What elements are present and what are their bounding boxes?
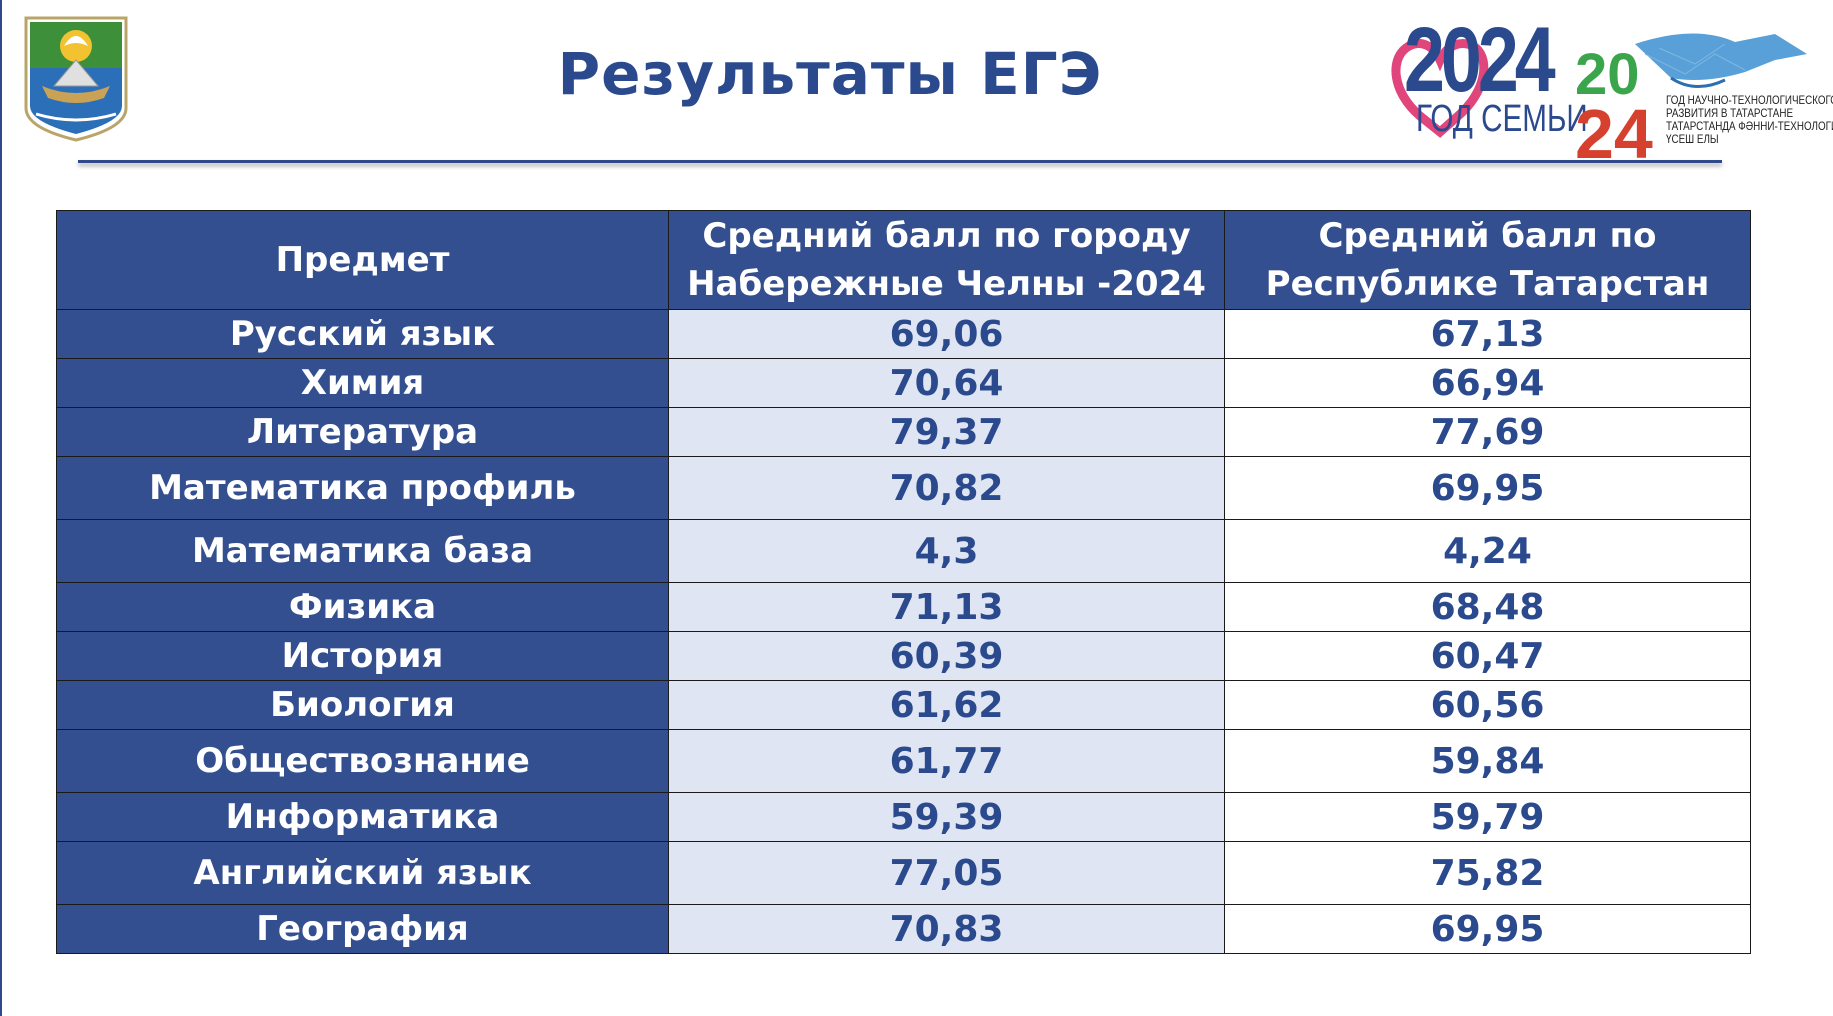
science-logo-line: ТАТАРСТАНДА ФӘННИ-ТЕХНОЛОГИК [1666, 119, 1833, 133]
science-logo-caption: ГОД НАУЧНО-ТЕХНОЛОГИЧЕСКОГО РАЗВИТИЯ В Т… [1666, 94, 1833, 146]
family-logo-caption: ГОД СЕМЬИ [1416, 98, 1588, 140]
table-row: Информатика 59,39 59,79 [56, 792, 1751, 842]
region-score-cell: 60,56 [1224, 680, 1751, 730]
city-score-cell: 61,62 [668, 680, 1225, 730]
region-score-cell: 69,95 [1224, 904, 1751, 954]
region-score-cell: 77,69 [1224, 407, 1751, 457]
region-score-cell: 69,95 [1224, 456, 1751, 520]
table-row: Русский язык 69,06 67,13 [56, 309, 1751, 359]
table-row: Биология 61,62 60,56 [56, 680, 1751, 730]
table-row: Математика база 4,3 4,24 [56, 519, 1751, 583]
subject-cell: Русский язык [56, 309, 669, 359]
science-logo-line: ГОД НАУЧНО-ТЕХНОЛОГИЧЕСКОГО [1666, 93, 1833, 107]
family-logo-year: 2024 [1404, 9, 1556, 111]
city-score-cell: 70,83 [668, 904, 1225, 954]
year-of-family-heart-icon [1391, 39, 1489, 138]
city-score-cell: 59,39 [668, 792, 1225, 842]
city-score-cell: 70,64 [668, 358, 1225, 408]
table-row: Химия 70,64 66,94 [56, 358, 1751, 408]
table-row: География 70,83 69,95 [56, 904, 1751, 954]
city-score-cell: 79,37 [668, 407, 1225, 457]
subject-cell: Химия [56, 358, 669, 408]
city-score-cell: 77,05 [668, 841, 1225, 905]
city-score-cell: 61,77 [668, 729, 1225, 793]
subject-cell: География [56, 904, 669, 954]
region-score-cell: 68,48 [1224, 582, 1751, 632]
science-logo-line: РАЗВИТИЯ В ТАТАРСТАНЕ [1666, 106, 1794, 120]
region-score-cell: 60,47 [1224, 631, 1751, 681]
subject-cell: Обществознание [56, 729, 669, 793]
header-subject: Предмет [56, 210, 669, 310]
region-score-cell: 66,94 [1224, 358, 1751, 408]
table-row: Физика 71,13 68,48 [56, 582, 1751, 632]
subject-cell: Физика [56, 582, 669, 632]
subject-cell: Информатика [56, 792, 669, 842]
city-score-cell: 4,3 [668, 519, 1225, 583]
ege-results-table: Предмет Средний балл по городу Набережны… [56, 210, 1751, 954]
subject-cell: История [56, 631, 669, 681]
subject-cell: Биология [56, 680, 669, 730]
science-logo-year-bottom: 24 [1575, 95, 1653, 164]
table-row: Английский язык 77,05 75,82 [56, 841, 1751, 905]
table-row: Обществознание 61,77 59,84 [56, 729, 1751, 793]
table-row: История 60,39 60,47 [56, 631, 1751, 681]
header-region-average: Средний балл по Республике Татарстан [1224, 210, 1751, 310]
region-score-cell: 67,13 [1224, 309, 1751, 359]
city-score-cell: 69,06 [668, 309, 1225, 359]
city-coat-of-arms-logo [24, 16, 128, 142]
science-year-bird-icon: 20 24 [1575, 33, 1807, 164]
slide-left-edge [0, 0, 2, 1016]
header-city-average: Средний балл по городу Набережные Челны … [668, 210, 1225, 310]
subject-cell: Математика база [56, 519, 669, 583]
table-row: Математика профиль 70,82 69,95 [56, 456, 1751, 520]
subject-cell: Английский язык [56, 841, 669, 905]
region-score-cell: 4,24 [1224, 519, 1751, 583]
region-score-cell: 75,82 [1224, 841, 1751, 905]
city-score-cell: 71,13 [668, 582, 1225, 632]
science-logo-year-top: 20 [1575, 42, 1640, 107]
subject-cell: Математика профиль [56, 456, 669, 520]
subject-cell: Литература [56, 407, 669, 457]
region-score-cell: 59,79 [1224, 792, 1751, 842]
region-score-cell: 59,84 [1224, 729, 1751, 793]
table-header-row: Предмет Средний балл по городу Набережны… [56, 210, 1751, 310]
page-title: Результаты ЕГЭ [557, 40, 1103, 108]
city-score-cell: 60,39 [668, 631, 1225, 681]
city-score-cell: 70,82 [668, 456, 1225, 520]
title-divider [78, 160, 1722, 163]
table-row: Литература 79,37 77,69 [56, 407, 1751, 457]
science-logo-line: ҮСЕШ ЕЛЫ [1666, 132, 1719, 146]
